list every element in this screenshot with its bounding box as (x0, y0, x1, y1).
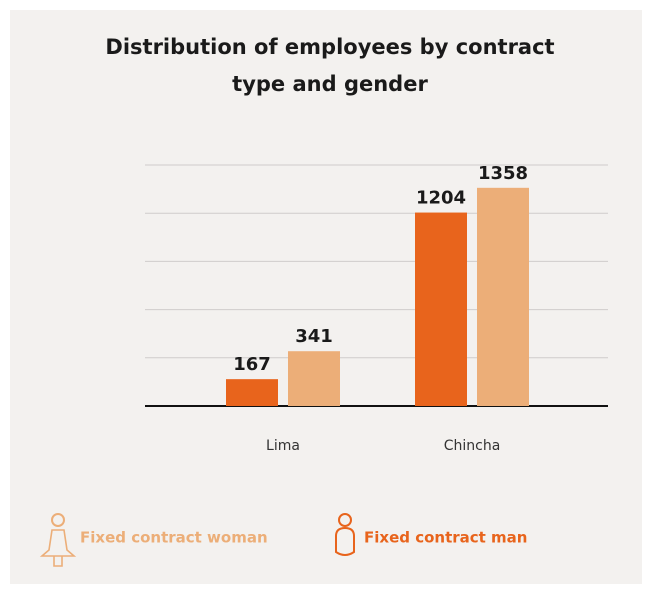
card-background (10, 10, 642, 584)
legend-icon (338, 513, 352, 527)
chart-title: type and gender (232, 72, 428, 96)
legend-icon (335, 526, 355, 556)
data-label: 341 (295, 326, 333, 347)
data-label: 1204 (416, 188, 466, 209)
bar (415, 212, 467, 406)
legend-item: Fixed contract woman (39, 513, 268, 567)
x-tick-label: Chincha (444, 438, 501, 454)
legend-label: Fixed contract woman (80, 529, 268, 547)
bar (288, 351, 340, 406)
data-label: 1358 (478, 163, 528, 184)
legend-icon (51, 513, 65, 527)
legend-label: Fixed contract man (364, 529, 527, 547)
x-tick-label: Lima (266, 438, 300, 454)
bar (226, 379, 278, 406)
legend-icon (39, 529, 77, 567)
data-label: 167 (233, 354, 271, 375)
legend-item: Fixed contract man (335, 513, 527, 556)
bar (477, 187, 529, 406)
chart-title: Distribution of employees by contract (105, 35, 554, 59)
